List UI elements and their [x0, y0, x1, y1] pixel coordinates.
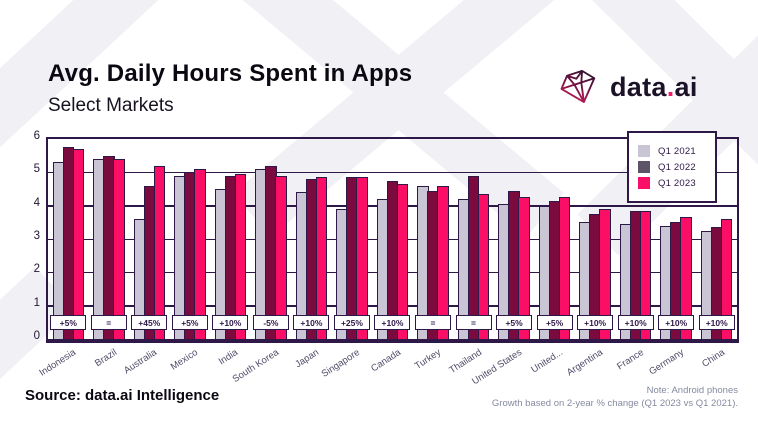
- growth-label-box: +10%: [658, 315, 695, 330]
- legend-swatch: [638, 145, 650, 157]
- bar-group-brazil: =: [89, 139, 130, 339]
- bar-group-japan: +10%: [291, 139, 332, 339]
- legend-label: Q1 2021: [658, 145, 696, 157]
- bar-q1-2023: [558, 197, 571, 339]
- bar-group-france: +10%: [615, 139, 656, 339]
- bar-q1-2023: [113, 159, 125, 339]
- x-label-france: France: [614, 347, 646, 373]
- bar-q1-2023: [518, 197, 530, 339]
- footnote-line-1: Note: Android phones: [646, 385, 738, 396]
- diamond-gem-icon: [560, 69, 596, 103]
- growth-label-box: =: [90, 315, 127, 330]
- growth-label-box: +10%: [617, 315, 654, 330]
- growth-label-box: +10%: [212, 315, 249, 330]
- y-tick-0: 0: [33, 330, 40, 342]
- bar-q1-2023: [680, 217, 692, 339]
- bar-group-united-: +5%: [534, 139, 575, 339]
- bar-q1-2023: [234, 174, 247, 339]
- logo-wordmark: data.ai: [610, 71, 698, 102]
- bar-q1-2023: [437, 185, 449, 339]
- x-label-japan: Japan: [293, 347, 322, 371]
- growth-label-box: +10%: [577, 315, 614, 330]
- y-tick-5: 5: [33, 163, 40, 176]
- x-label-australia: Australia: [122, 347, 160, 377]
- footnote: Note: Android phones Growth based on 2-y…: [492, 384, 738, 410]
- x-label-united-: United...: [528, 347, 565, 376]
- growth-label-box: +5%: [50, 315, 87, 330]
- x-label-canada: Canada: [368, 347, 403, 375]
- x-label-singapore: Singapore: [319, 347, 362, 380]
- x-label-india: India: [217, 347, 241, 368]
- footnote-line-2: Growth based on 2-year % change (Q1 2023…: [491, 398, 738, 409]
- bar-group-australia: +45%: [129, 139, 170, 339]
- page-subtitle: Select Markets: [48, 95, 174, 116]
- legend-swatch: [638, 177, 650, 189]
- growth-label-box: +45%: [131, 315, 168, 330]
- bar-group-mexico: +5%: [170, 139, 211, 339]
- bar-chart-plot-area: +5% = +45% +5% +10% -5% +10% +25% +10% = = +5% +5% +1…: [46, 137, 739, 343]
- bar-group-south-korea: -5%: [251, 139, 292, 339]
- growth-label-box: +10%: [374, 315, 411, 330]
- legend-label: Q1 2022: [658, 161, 696, 173]
- y-tick-4: 4: [33, 196, 40, 209]
- bar-q1-2023: [72, 149, 84, 339]
- legend-item-q1-2023: Q1 2023: [638, 177, 706, 189]
- legend-label: Q1 2023: [658, 177, 696, 189]
- bar-q1-2023: [194, 169, 206, 339]
- bar-q1-2023: [639, 210, 652, 339]
- chart-legend: Q1 2021 Q1 2022 Q1 2023: [627, 131, 717, 203]
- x-label-brazil: Brazil: [92, 347, 119, 370]
- growth-label-box: +5%: [536, 315, 573, 330]
- x-label-indonesia: Indonesia: [37, 347, 79, 379]
- bar-group-singapore: +25%: [332, 139, 373, 339]
- y-tick-1: 1: [33, 296, 40, 309]
- bar-q1-2023: [153, 165, 166, 339]
- bar-group-china: +10%: [696, 139, 737, 339]
- growth-label-box: +5%: [171, 315, 208, 330]
- dataai-logo: data.ai: [556, 64, 698, 110]
- bar-group-united-states: +5%: [494, 139, 535, 339]
- bar-q1-2023: [599, 209, 611, 339]
- bar-group-thailand: =: [453, 139, 494, 339]
- bar-q1-2023: [720, 219, 733, 339]
- growth-label-box: =: [415, 315, 451, 330]
- x-label-turkey: Turkey: [412, 347, 444, 372]
- growth-label-box: =: [455, 315, 492, 330]
- bar-group-india: +10%: [210, 139, 251, 339]
- x-label-argentina: Argentina: [565, 347, 606, 379]
- growth-label-box: +5%: [496, 315, 533, 330]
- bar-q1-2023: [315, 177, 328, 339]
- bar-group-turkey: =: [413, 139, 454, 339]
- bar-group-argentina: +10%: [575, 139, 616, 339]
- x-label-germany: Germany: [647, 347, 687, 378]
- bar-q1-2023: [275, 175, 287, 339]
- growth-label-box: +10%: [293, 315, 330, 330]
- bar-q1-2023: [477, 194, 490, 339]
- bar-group-germany: +10%: [656, 139, 697, 339]
- page-title: Avg. Daily Hours Spent in Apps: [48, 60, 413, 87]
- x-label-china: China: [699, 347, 727, 370]
- y-tick-2: 2: [33, 263, 40, 276]
- bar-q1-2023: [396, 184, 409, 339]
- growth-label-box: +25%: [333, 315, 370, 330]
- logo-pink-dot: .: [666, 71, 675, 102]
- source-attribution: Source: data.ai Intelligence: [25, 387, 220, 404]
- gridline-5: [48, 171, 737, 174]
- growth-label-box: +10%: [698, 315, 735, 330]
- legend-swatch: [638, 161, 650, 173]
- legend-item-q1-2022: Q1 2022: [638, 161, 706, 173]
- x-label-mexico: Mexico: [168, 347, 200, 373]
- y-tick-6: 6: [33, 130, 40, 142]
- bar-q1-2023: [356, 177, 368, 339]
- growth-label-box: -5%: [252, 315, 289, 330]
- bar-group-canada: +10%: [372, 139, 413, 339]
- legend-item-q1-2021: Q1 2021: [638, 145, 706, 157]
- y-tick-3: 3: [33, 230, 40, 242]
- bar-group-indonesia: +5%: [48, 139, 89, 339]
